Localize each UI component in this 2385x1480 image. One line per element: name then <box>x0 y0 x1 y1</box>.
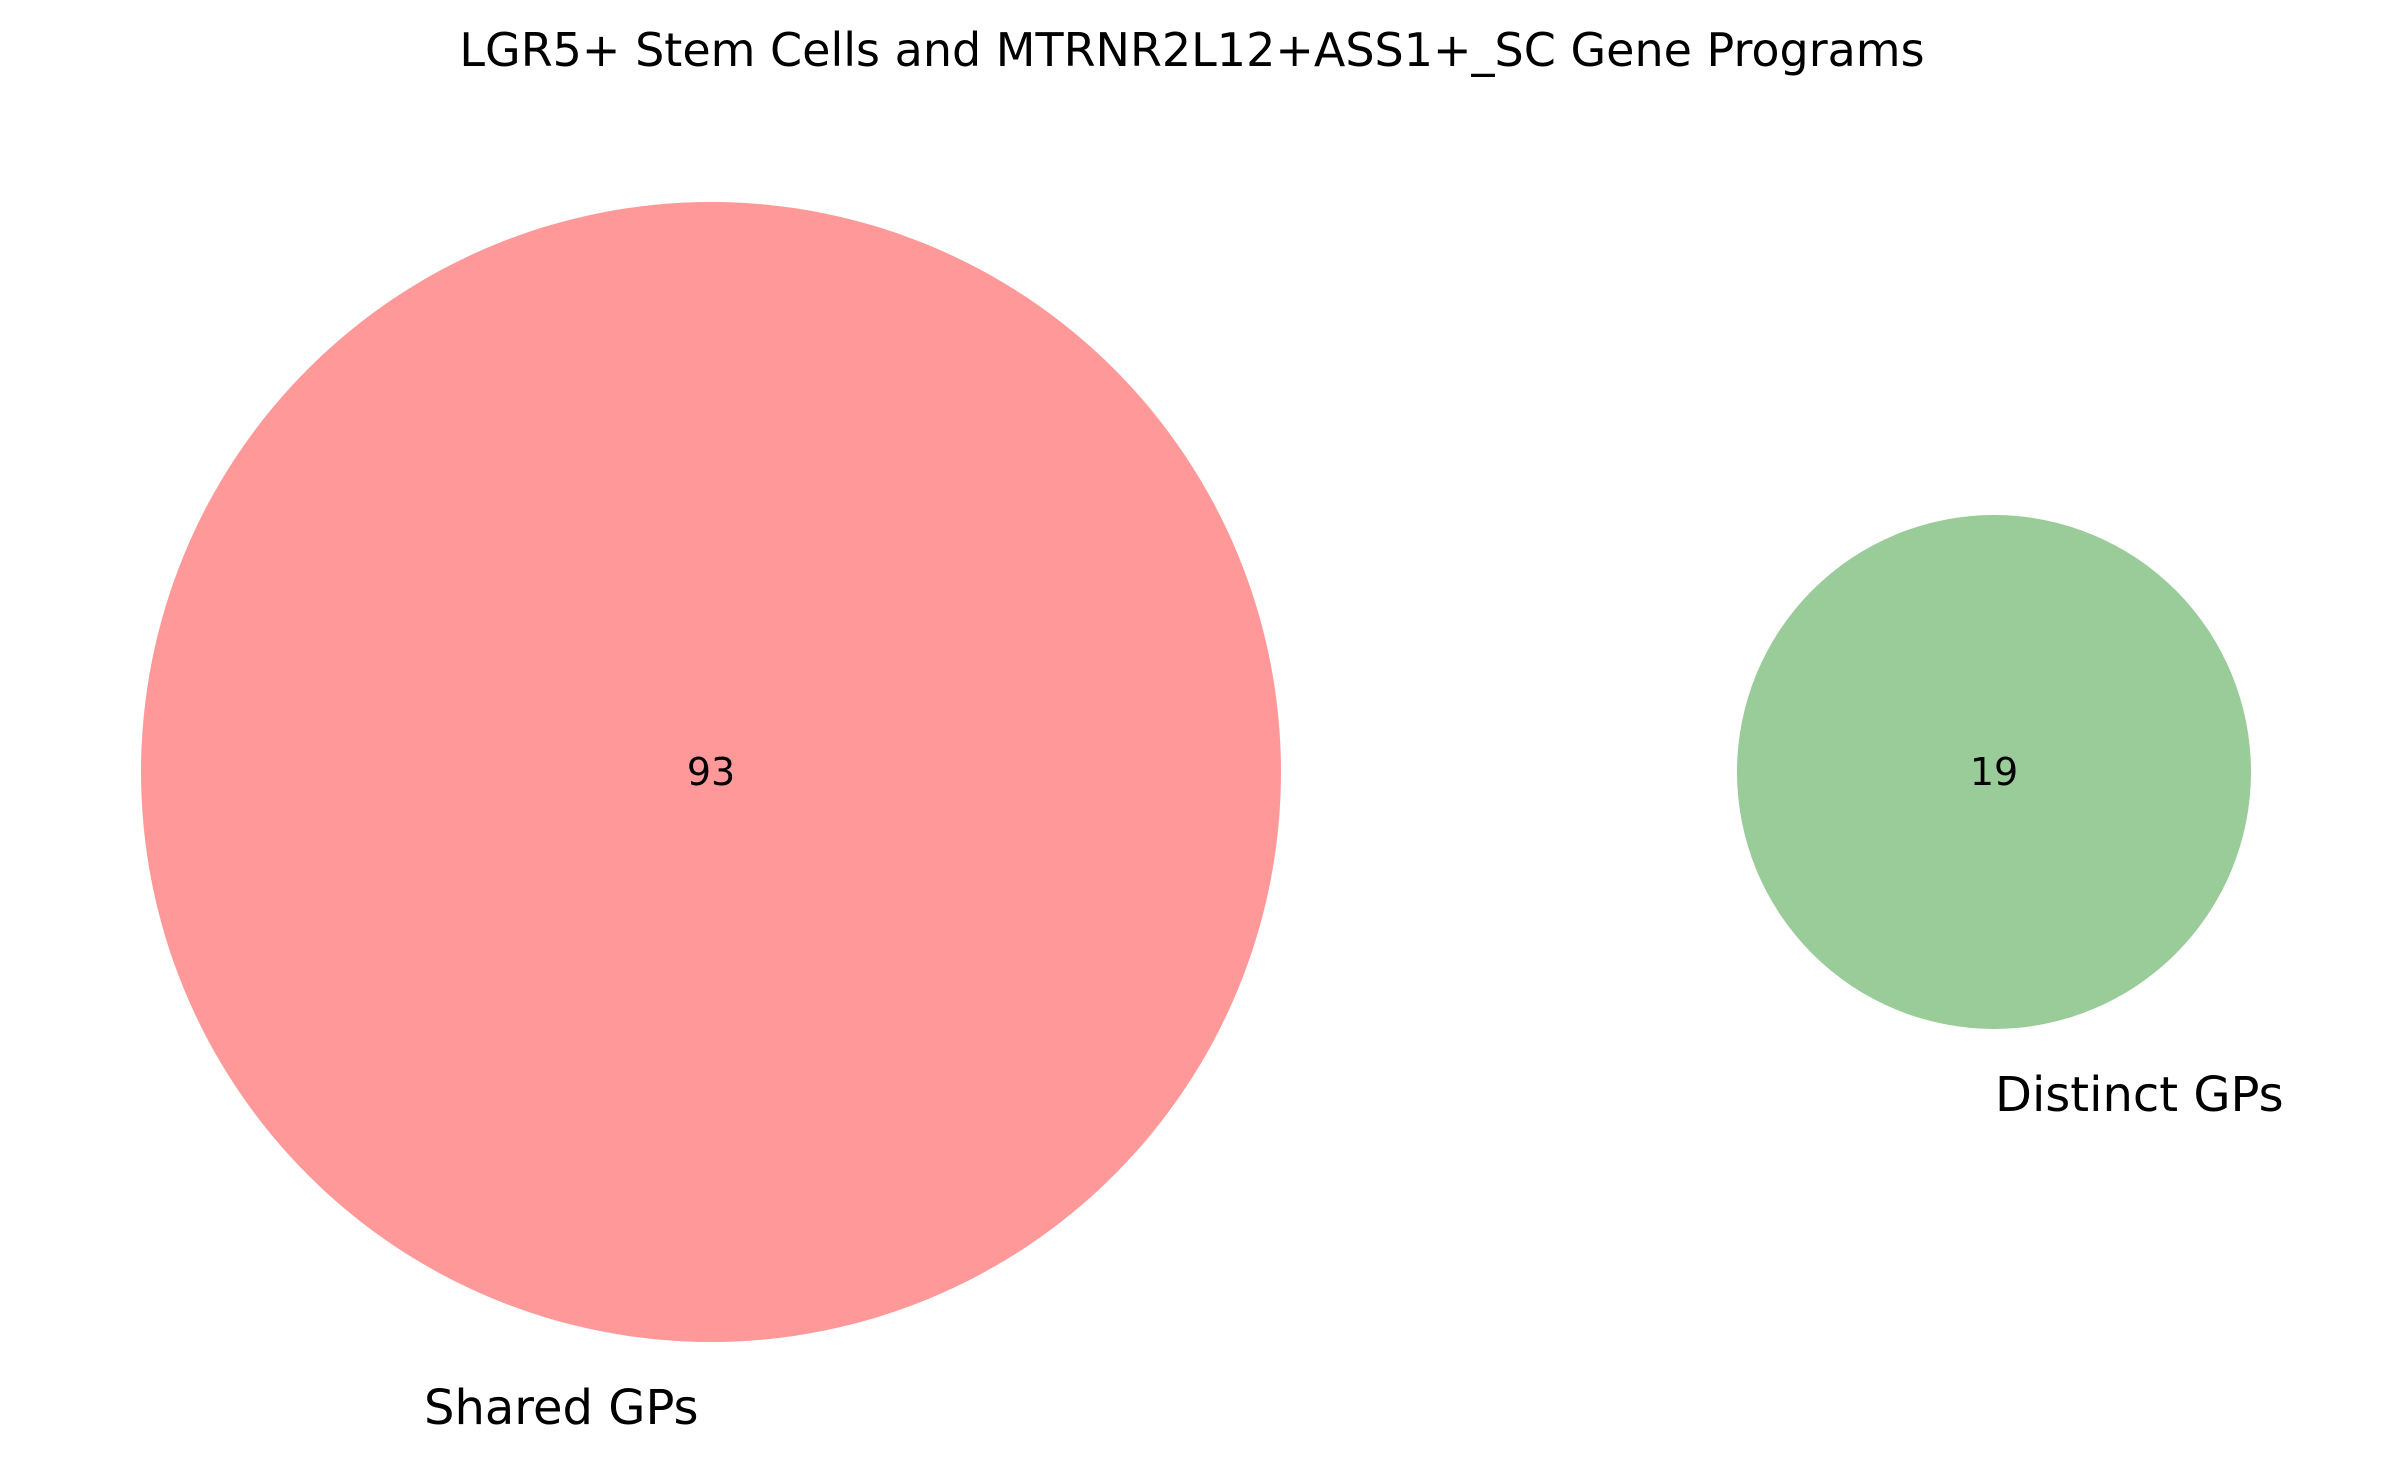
count-label-shared-gps: 93 <box>687 750 735 794</box>
venn-circle-distinct-gps <box>1737 515 2251 1029</box>
venn-circle-shared-gps <box>141 202 1281 1342</box>
chart-title: LGR5+ Stem Cells and MTRNR2L12+ASS1+_SC … <box>459 23 1924 77</box>
count-label-distinct-gps: 19 <box>1970 750 2018 794</box>
set-label-shared-gps: Shared GPs <box>424 1380 699 1436</box>
set-label-distinct-gps: Distinct GPs <box>1995 1067 2284 1123</box>
